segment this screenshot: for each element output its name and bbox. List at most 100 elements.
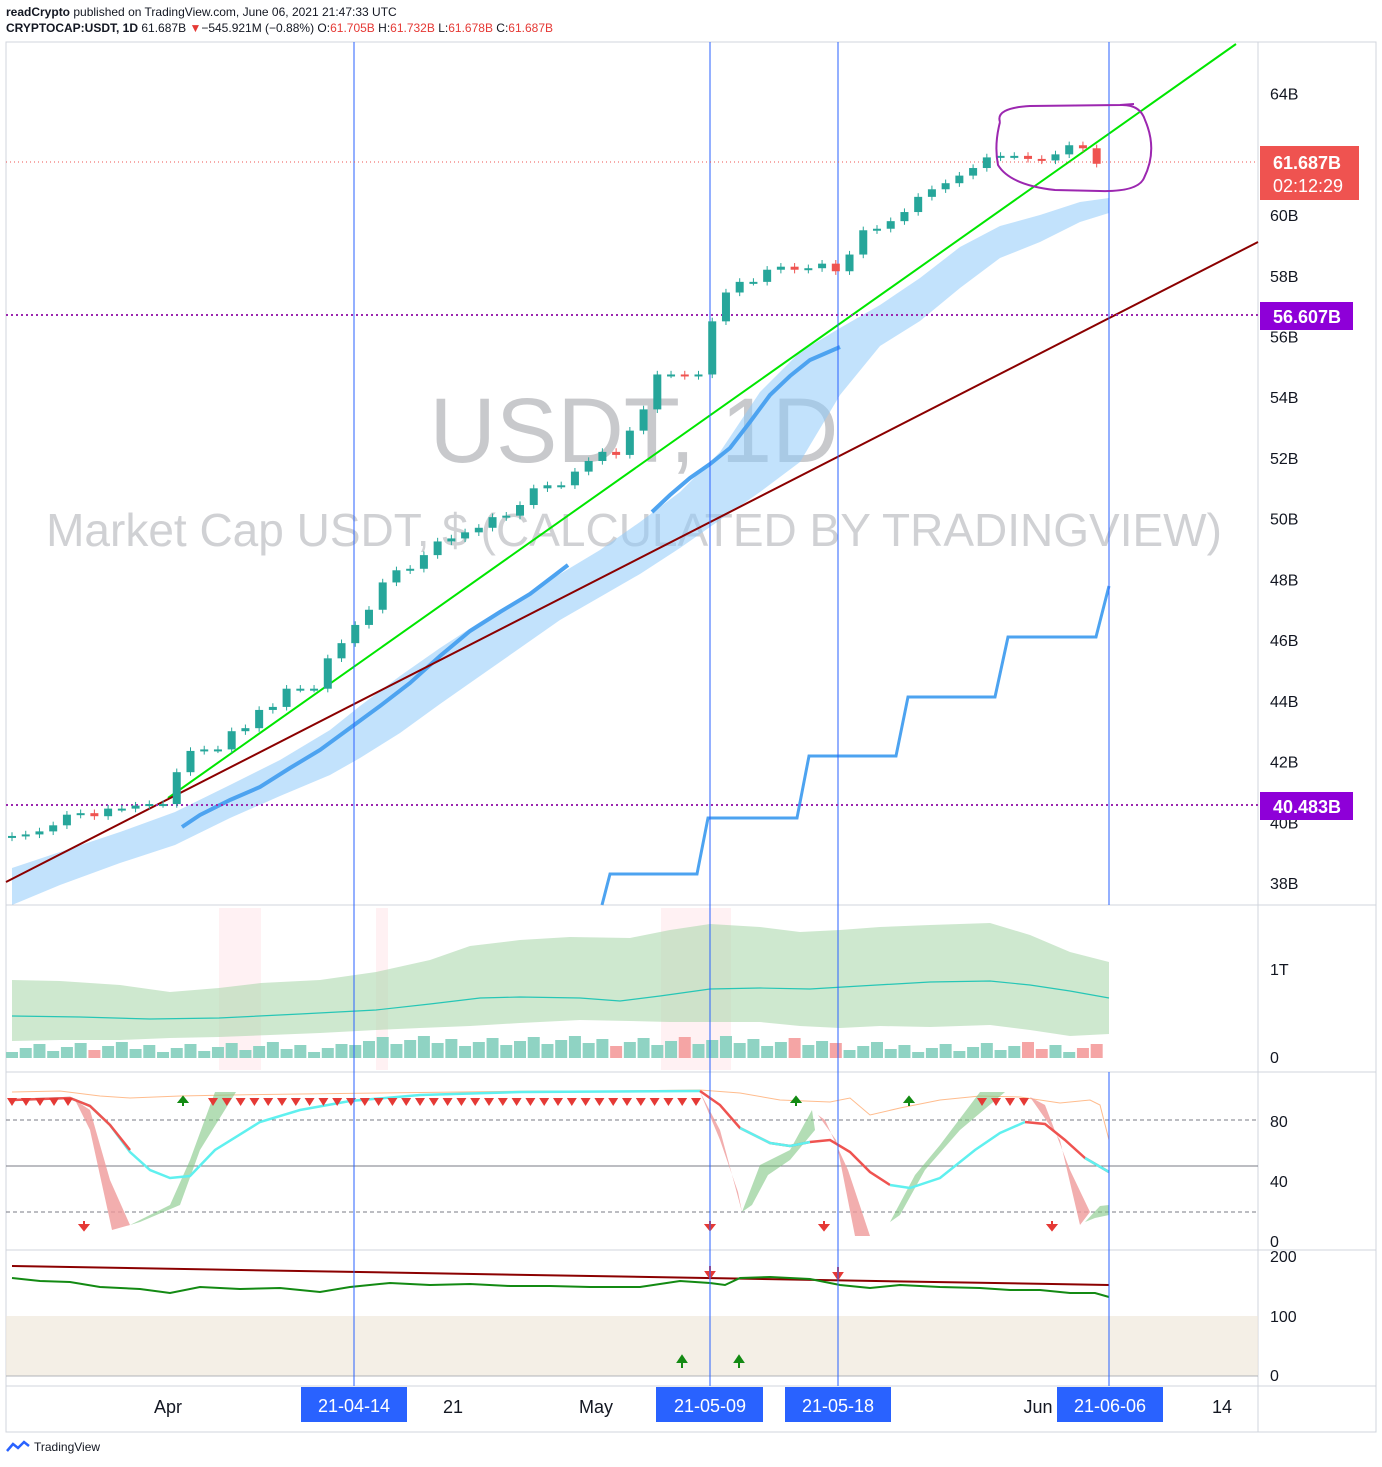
time-axis[interactable]: Apr 21 May Jun 14 21-04-14 21-05-09 21-0… [154, 1387, 1232, 1422]
change-value: −545.921M (−0.88%) [201, 21, 315, 35]
change-arrow-icon: ▼ [189, 21, 202, 35]
volume-bar [514, 1041, 527, 1058]
level-tag-low [1260, 792, 1353, 820]
volume-bar [912, 1052, 925, 1058]
y-tick: 42B [1270, 755, 1298, 772]
candle-body [131, 805, 140, 809]
sell-marker-icon [580, 1098, 591, 1106]
volume-bar [280, 1049, 293, 1058]
sell-marker-icon [566, 1098, 577, 1106]
low-value: 61.678B [448, 21, 493, 35]
sell-marker-icon [442, 1098, 453, 1106]
candle-body [241, 728, 250, 732]
volume-bar [857, 1046, 870, 1058]
candle-body [639, 409, 648, 431]
publisher-name[interactable]: readCrypto [6, 5, 71, 19]
volume-bar [47, 1051, 60, 1058]
oscillator-fast-line [889, 1120, 1026, 1190]
candle-body [21, 834, 30, 837]
indicator-tick: 0 [1270, 1368, 1279, 1385]
volume-bar [1035, 1049, 1048, 1058]
oscillator-markers [7, 1095, 1059, 1232]
volume-bar [596, 1039, 609, 1058]
candle-body [735, 281, 744, 293]
publish-line: readCrypto published on TradingView.com,… [6, 4, 553, 20]
volume-bar [651, 1045, 664, 1058]
volume-bar [253, 1046, 266, 1058]
volume-bar [1022, 1042, 1035, 1058]
buy-arrow-icon [676, 1354, 688, 1368]
osc-tick: 40 [1270, 1174, 1288, 1191]
candle-body [364, 609, 373, 625]
volume-bar [733, 1043, 746, 1058]
candle-body [886, 221, 895, 229]
volume-bar [6, 1052, 18, 1058]
sell-marker-icon [387, 1098, 398, 1106]
candle-body [1051, 154, 1060, 161]
volume-bar [719, 1036, 732, 1058]
volume-bar [953, 1051, 966, 1058]
volume-bar [829, 1043, 842, 1058]
highlight-ellipse [995, 103, 1153, 193]
candle-body [282, 688, 291, 707]
candle-body [653, 374, 662, 410]
sell-marker-icon [428, 1098, 439, 1106]
buy-arrow-icon [733, 1354, 745, 1368]
indicator-trend-line [11, 1265, 1110, 1286]
sell-marker-icon [208, 1098, 218, 1106]
sell-marker-icon [635, 1098, 646, 1106]
volume-bar [60, 1047, 73, 1058]
price-pane: 38B40B42B44B46B48B50B52B54B56B58B60B62B6… [5, 42, 1359, 1386]
volume-bar [294, 1045, 307, 1058]
volume-bar [486, 1038, 499, 1058]
volume-bar [802, 1045, 815, 1058]
y-tick: 58B [1270, 269, 1298, 286]
volume-bar [774, 1042, 787, 1058]
footer: TradingView [6, 1440, 100, 1454]
sell-arrow-icon [1045, 1221, 1059, 1232]
candle-body [488, 517, 497, 528]
symbol-label[interactable]: CRYPTOCAP:USDT, 1D [6, 21, 139, 35]
last-price-tag [1260, 146, 1359, 200]
price-axis[interactable]: 38B40B42B44B46B48B50B52B54B56B58B60B62B6… [1270, 87, 1298, 893]
candle-body [502, 515, 511, 518]
candle-body [969, 168, 978, 176]
volume-bar [266, 1042, 279, 1058]
candle-body [90, 813, 99, 817]
volume-bar [967, 1047, 980, 1058]
x-tick: Apr [154, 1397, 182, 1417]
sell-marker-icon [7, 1098, 17, 1106]
footer-brand[interactable]: TradingView [34, 1440, 101, 1454]
level-tag-high-value: 56.607B [1273, 307, 1341, 327]
sell-marker-icon [21, 1098, 31, 1106]
candle-body [49, 825, 58, 832]
candle-body [1024, 155, 1033, 159]
close-label: C: [496, 21, 509, 35]
sell-marker-icon [1005, 1098, 1015, 1106]
sell-marker-icon [497, 1098, 508, 1106]
osc-bull-band [130, 1092, 236, 1225]
candle-body [76, 813, 85, 816]
candle-body [474, 527, 483, 533]
volume-bar [74, 1043, 87, 1058]
candle-body [982, 157, 991, 169]
y-tick: 50B [1270, 512, 1298, 529]
volume-bar [362, 1041, 375, 1058]
osc-tick: 0 [1270, 1234, 1279, 1251]
sell-marker-icon [991, 1098, 1001, 1106]
date-tag [785, 1387, 891, 1422]
volume-bar [898, 1045, 911, 1058]
osc-bull-band [742, 1110, 815, 1212]
candle-body [145, 804, 154, 807]
date-tag [1057, 1387, 1163, 1422]
volume-bar [527, 1037, 540, 1058]
buy-arrow-icon [176, 1095, 190, 1106]
candle-body [159, 804, 168, 807]
y-tick: 52B [1270, 451, 1298, 468]
candle-body [392, 570, 401, 583]
green-trendline [167, 43, 1237, 799]
candle-body [543, 485, 552, 489]
sell-marker-icon [649, 1098, 660, 1106]
sell-marker-icon [456, 1098, 467, 1106]
